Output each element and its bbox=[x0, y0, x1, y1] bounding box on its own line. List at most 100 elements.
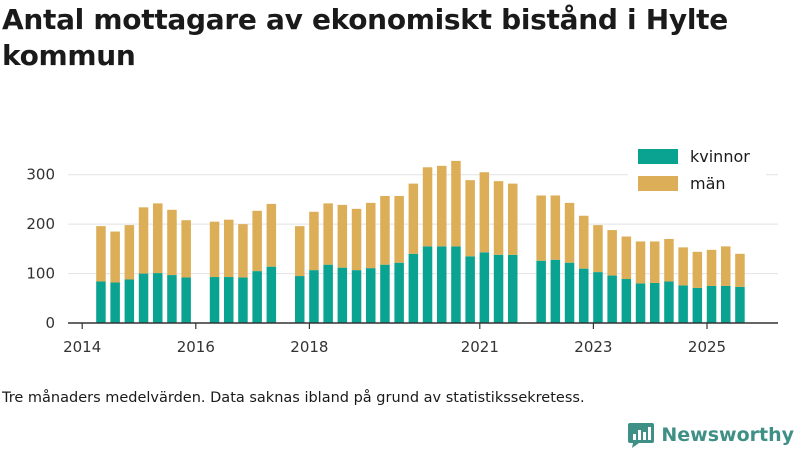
bar-kvinnor bbox=[181, 277, 191, 323]
bar-man bbox=[422, 167, 433, 247]
bar-man bbox=[408, 183, 419, 254]
bar-kvinnor bbox=[252, 271, 262, 323]
bar-kvinnor bbox=[238, 277, 248, 323]
bar-man bbox=[138, 207, 149, 274]
bar-kvinnor bbox=[394, 262, 404, 323]
bar-kvinnor bbox=[493, 254, 504, 323]
bar-kvinnor bbox=[124, 279, 135, 323]
bar-man bbox=[266, 203, 277, 267]
bar-kvinnor bbox=[223, 277, 234, 323]
bar-man bbox=[252, 210, 262, 272]
bar-man bbox=[664, 238, 674, 282]
bar-man bbox=[678, 247, 688, 286]
y-axis-ticks: 0 100 200 300 bbox=[26, 166, 55, 332]
bar-kvinnor bbox=[380, 264, 390, 323]
bar-man bbox=[692, 251, 703, 288]
bar-kvinnor bbox=[706, 285, 717, 323]
bar-man bbox=[380, 195, 390, 265]
bar-man bbox=[124, 225, 135, 280]
bar-kvinnor bbox=[536, 260, 546, 323]
bar-man bbox=[550, 195, 561, 260]
bar-kvinnor bbox=[436, 246, 447, 323]
newsworthy-logo-icon bbox=[628, 423, 655, 448]
bar-man bbox=[706, 249, 717, 286]
bar-man bbox=[536, 195, 546, 261]
bar-kvinnor bbox=[209, 277, 220, 323]
bar-man bbox=[649, 241, 660, 283]
bar-kvinnor bbox=[621, 279, 632, 323]
bar-man bbox=[167, 209, 177, 276]
bar-man bbox=[465, 180, 475, 257]
legend-swatch-kvinnor bbox=[638, 149, 678, 164]
bar-kvinnor bbox=[96, 281, 106, 323]
legend-swatch-man bbox=[638, 176, 678, 191]
bar-kvinnor bbox=[323, 264, 333, 323]
x-axis-ticks: 2014 2016 2018 2021 2023 2025 bbox=[63, 323, 726, 356]
x-tick-label: 2021 bbox=[461, 338, 499, 356]
bar-kvinnor bbox=[365, 268, 376, 323]
brand-logo[interactable]: Newsworthy bbox=[627, 421, 794, 449]
bar-kvinnor bbox=[465, 256, 475, 323]
bar-kvinnor bbox=[550, 259, 561, 323]
bar-man bbox=[152, 203, 163, 274]
bar-kvinnor bbox=[664, 281, 674, 323]
bar-man bbox=[351, 208, 362, 271]
bar-man bbox=[493, 181, 504, 255]
bar-kvinnor bbox=[678, 285, 688, 323]
bar-man bbox=[735, 253, 745, 287]
bars bbox=[96, 160, 745, 323]
bar-kvinnor bbox=[408, 253, 419, 323]
bar-man bbox=[309, 211, 319, 271]
bar-man bbox=[223, 219, 234, 278]
bar-man bbox=[507, 183, 518, 255]
legend: kvinnor män bbox=[628, 140, 766, 200]
bar-kvinnor bbox=[266, 266, 277, 323]
bar-man bbox=[365, 202, 376, 269]
bar-kvinnor bbox=[720, 285, 731, 323]
bar-man bbox=[96, 226, 106, 282]
x-tick-label: 2023 bbox=[574, 338, 612, 356]
bar-man bbox=[578, 215, 589, 269]
footnote: Tre månaders medelvärden. Data saknas ib… bbox=[2, 390, 585, 406]
bar-kvinnor bbox=[152, 273, 163, 323]
bar-man bbox=[209, 221, 220, 278]
bar-man bbox=[294, 226, 305, 277]
y-tick-label: 100 bbox=[26, 265, 55, 283]
x-tick-label: 2014 bbox=[63, 338, 101, 356]
chart-title: Antal mottagare av ekonomiskt bistånd i … bbox=[2, 3, 728, 72]
y-tick-label: 300 bbox=[26, 166, 55, 184]
bar-kvinnor bbox=[692, 287, 703, 323]
bar-man bbox=[607, 230, 617, 276]
bar-man bbox=[635, 241, 646, 284]
bar-man bbox=[394, 195, 404, 263]
bar-kvinnor bbox=[649, 282, 660, 323]
bar-man bbox=[564, 202, 575, 263]
x-tick-label: 2016 bbox=[177, 338, 215, 356]
bar-man bbox=[436, 165, 447, 247]
legend-label-man: män bbox=[690, 174, 726, 193]
bar-man bbox=[621, 236, 632, 280]
bar-kvinnor bbox=[351, 270, 362, 323]
bar-man bbox=[479, 172, 490, 253]
y-tick-label: 0 bbox=[45, 314, 55, 332]
bar-man bbox=[451, 160, 461, 247]
bar-kvinnor bbox=[564, 262, 575, 323]
bar-kvinnor bbox=[635, 283, 646, 323]
y-tick-label: 200 bbox=[26, 215, 55, 233]
bar-kvinnor bbox=[110, 282, 120, 323]
bar-kvinnor bbox=[451, 246, 461, 323]
bar-kvinnor bbox=[735, 286, 745, 323]
bar-kvinnor bbox=[479, 252, 490, 323]
bar-man bbox=[323, 203, 333, 265]
bar-kvinnor bbox=[507, 254, 518, 323]
bar-man bbox=[181, 220, 191, 278]
bar-kvinnor bbox=[138, 273, 149, 323]
x-tick-label: 2018 bbox=[290, 338, 328, 356]
bar-man bbox=[110, 231, 120, 283]
bar-kvinnor bbox=[578, 268, 589, 323]
bar-kvinnor bbox=[309, 270, 319, 323]
bar-man bbox=[238, 224, 248, 278]
bar-man bbox=[337, 204, 348, 268]
bar-kvinnor bbox=[294, 276, 305, 323]
